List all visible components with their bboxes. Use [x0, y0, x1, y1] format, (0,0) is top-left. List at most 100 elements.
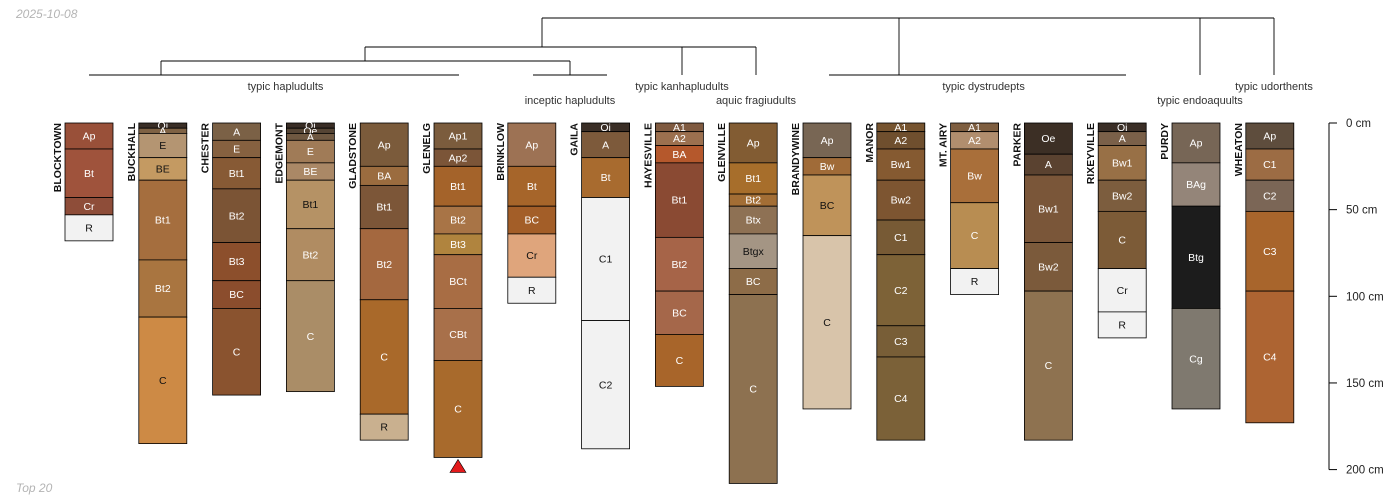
horizon-block — [950, 268, 999, 295]
horizon-label: BC — [746, 276, 761, 288]
horizon-label: Oi — [158, 120, 169, 132]
horizon-block — [138, 132, 188, 159]
horizon-label: R — [85, 222, 93, 234]
horizon-label: A1 — [968, 122, 981, 134]
horizon-block — [655, 334, 704, 387]
taxa-label: typic endoaquults — [1157, 95, 1243, 107]
profile-brandywine: BRANDYWINE Ap Bw BC C — [790, 122, 852, 410]
horizon-block — [876, 148, 926, 181]
horizon-label: Ap — [821, 135, 834, 147]
horizon-label: Bt1 — [450, 181, 466, 193]
horizon-label: Ap — [525, 139, 538, 151]
profile-glenville: GLENVILLE Ap Bt1 Bt2 Btx Btgx BC C — [716, 122, 778, 484]
horizon-block — [728, 205, 778, 235]
horizon-block — [64, 214, 114, 242]
horizon-label: C1 — [599, 254, 613, 266]
horizon-label: C1 — [894, 232, 908, 244]
horizon-label: R — [1118, 319, 1126, 331]
horizon-block — [581, 157, 630, 198]
profile-name: HAYESVILLE — [642, 123, 654, 188]
horizon-block — [64, 122, 114, 150]
profile-purdy: PURDY Ap BAg Btg Cg — [1159, 122, 1221, 410]
profile-brinklow: BRINKLOW Ap Bt BC Cr R — [495, 122, 557, 304]
horizon-label: Bw2 — [891, 195, 912, 207]
horizon-label: Ap — [1263, 131, 1276, 143]
horizon-block — [285, 228, 335, 282]
horizon-label: Bt2 — [672, 259, 688, 271]
profile-name: MANOR — [864, 123, 876, 163]
taxa-label: typic udorthents — [1235, 81, 1313, 93]
horizon-block — [1097, 268, 1147, 313]
horizon-label: E — [307, 146, 314, 158]
dendrogram: typic hapludults inceptic hapludults typic… — [89, 17, 1313, 107]
horizon-label: Bt2 — [155, 283, 171, 295]
horizon-block — [1024, 290, 1073, 441]
horizon-block — [507, 165, 557, 207]
horizon-label: Btg — [1188, 252, 1204, 264]
horizon-block — [507, 233, 557, 278]
horizon-block — [1097, 311, 1147, 339]
horizon-label: Ap1 — [449, 131, 468, 143]
horizon-block — [433, 254, 483, 309]
horizon-label: Oi — [600, 122, 611, 134]
horizon-label: C — [971, 230, 979, 242]
horizon-block — [138, 259, 188, 318]
profile-name: GAILA — [569, 123, 581, 156]
horizon-label: Btgx — [743, 246, 765, 258]
horizon-label: A — [1119, 133, 1126, 145]
horizon-label: C — [823, 317, 831, 329]
horizon-label: Oi — [1117, 122, 1128, 134]
horizon-block — [1171, 205, 1221, 309]
horizon-label: Bw1 — [891, 159, 912, 171]
horizon-block — [802, 174, 852, 237]
horizon-label: Bt1 — [303, 199, 319, 211]
horizon-label: C — [1118, 235, 1126, 247]
horizon-label: A — [602, 139, 609, 151]
horizon-label: Bw — [967, 170, 982, 182]
horizon-block — [212, 280, 262, 309]
horizon-label: Bt1 — [229, 168, 245, 180]
horizon-label: Bt1 — [155, 215, 171, 227]
taxa-label: aquic fragiudults — [716, 95, 797, 107]
horizon-block — [1097, 210, 1147, 269]
horizon-label: CBt — [449, 329, 467, 341]
horizon-block — [1171, 122, 1221, 164]
profile-parker: PARKER Oe A Bw1 Bw2 C — [1011, 123, 1073, 441]
horizon-block — [1245, 210, 1295, 292]
horizon-block — [581, 197, 630, 321]
horizon-label: Bt2 — [450, 215, 466, 227]
profile-name: BUCKHALL — [126, 122, 138, 181]
horizon-label: Bw1 — [1112, 157, 1133, 169]
horizon-block — [728, 122, 778, 164]
horizon-label: A2 — [673, 133, 686, 145]
profile-name: MT. AIRY — [938, 123, 950, 167]
profile-chester: CHESTER AE Bt1 Bt2 Bt3 BC C — [200, 123, 262, 396]
horizon-block — [212, 188, 262, 243]
horizon-label: Bw — [820, 161, 835, 173]
horizon-label: Bw2 — [1038, 261, 1059, 273]
horizon-label: BC — [672, 307, 687, 319]
profile-name: PURDY — [1159, 123, 1171, 160]
horizon-label: Bt2 — [745, 195, 761, 207]
horizon-block — [138, 316, 188, 445]
horizon-label: BC — [525, 215, 540, 227]
horizon-label: C — [676, 355, 684, 367]
horizon-label: Bt2 — [376, 259, 392, 271]
profile-name: GLADSTONE — [347, 123, 359, 189]
horizon-label: Ap — [1190, 138, 1203, 150]
depth-axis: 0 cm 50 cm 100 cm 150 cm 200 cm — [1328, 118, 1384, 477]
horizon-label: Oe — [1041, 133, 1055, 145]
horizon-label: A — [233, 126, 240, 138]
horizon-block — [1171, 162, 1221, 207]
horizon-label: A — [307, 131, 314, 143]
horizon-block — [876, 179, 926, 221]
horizon-label: R — [528, 285, 536, 297]
profile-blocktown: BLOCKTOWN Ap Bt Cr R — [52, 122, 114, 242]
horizon-label: BC — [229, 289, 244, 301]
horizon-block — [433, 165, 483, 207]
horizon-label: BAg — [1186, 179, 1206, 191]
horizon-label: R — [380, 422, 388, 434]
